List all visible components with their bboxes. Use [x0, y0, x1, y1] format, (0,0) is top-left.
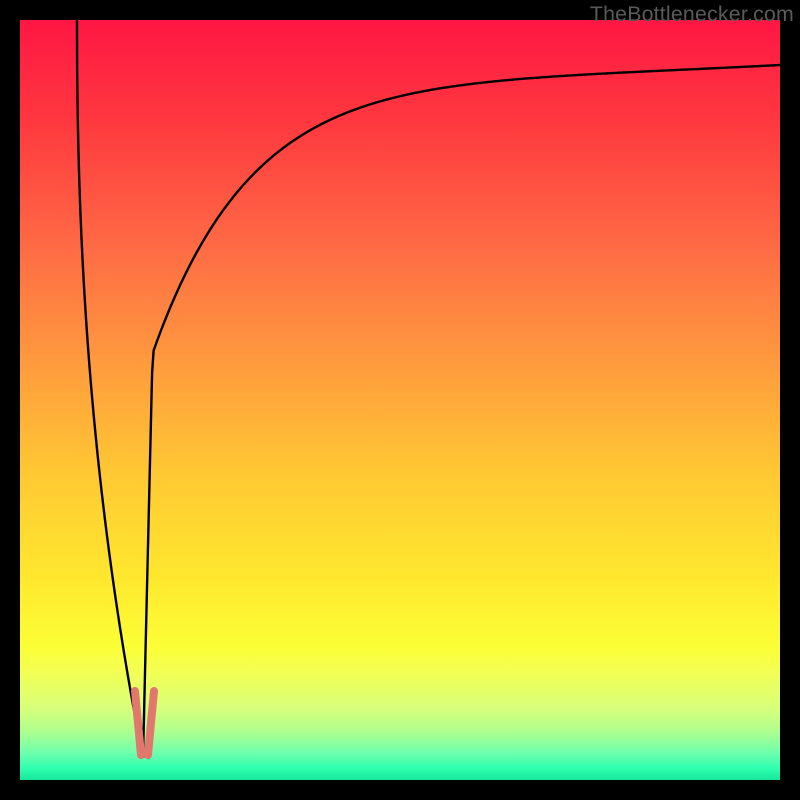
- chart-svg: [20, 20, 780, 780]
- watermark-text: TheBottlenecker.com: [590, 2, 794, 27]
- plot-area: [20, 20, 780, 780]
- gradient-background: [20, 20, 780, 780]
- outer-frame: TheBottlenecker.com: [0, 0, 800, 800]
